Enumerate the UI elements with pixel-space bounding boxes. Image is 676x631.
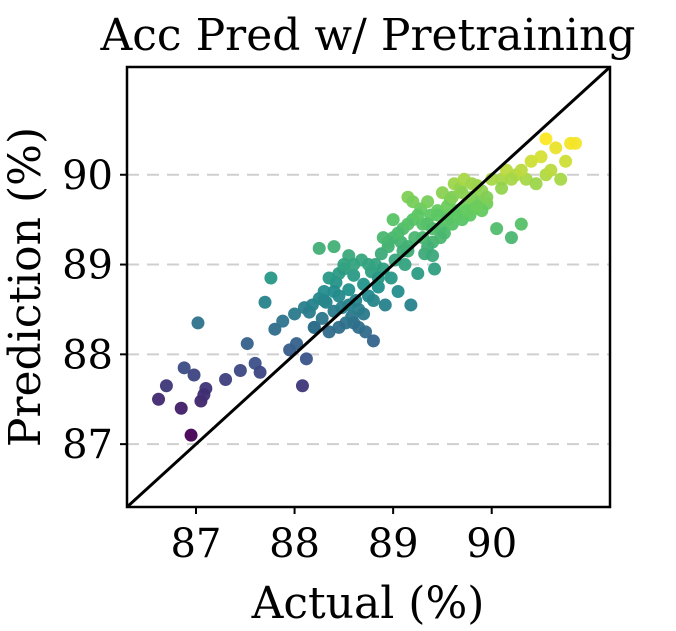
x-tick-label: 88 bbox=[269, 521, 320, 567]
x-tick-label: 87 bbox=[171, 521, 222, 567]
y-tick-label: 90 bbox=[62, 153, 113, 199]
scatter-point bbox=[312, 241, 326, 255]
scatter-point bbox=[352, 320, 366, 334]
scatter-point bbox=[299, 352, 313, 366]
scatter-point bbox=[307, 320, 321, 334]
chart-title: Acc Pred w/ Pretraining bbox=[100, 10, 636, 61]
x-tick-label: 90 bbox=[466, 521, 517, 567]
scatter-point bbox=[219, 372, 233, 386]
scatter-point bbox=[524, 154, 538, 168]
scatter-point bbox=[347, 258, 361, 272]
scatter-point bbox=[315, 311, 329, 325]
scatter-point bbox=[152, 392, 166, 406]
scatter-point bbox=[401, 217, 415, 231]
scatter-point bbox=[327, 240, 341, 254]
x-axis-ticks: 87 88 89 90 bbox=[171, 507, 517, 567]
y-axis-ticks: 87 88 89 90 bbox=[62, 153, 127, 468]
scatter-point bbox=[539, 132, 553, 146]
scatter-point bbox=[554, 172, 568, 186]
scatter-point bbox=[327, 284, 341, 298]
scatter-point bbox=[504, 231, 518, 245]
scatter-point bbox=[428, 262, 442, 276]
scatter-point bbox=[388, 253, 402, 267]
scatter-point bbox=[384, 271, 398, 285]
scatter-point bbox=[433, 231, 447, 245]
scatter-point bbox=[514, 217, 528, 231]
scatter-point bbox=[322, 325, 336, 339]
scatter-point bbox=[295, 379, 309, 393]
scatter-point bbox=[362, 258, 375, 272]
scatter-point bbox=[549, 141, 563, 155]
scatter-point bbox=[450, 208, 464, 222]
scatter-point bbox=[268, 322, 282, 336]
scatter-point bbox=[514, 163, 528, 177]
scatter-point bbox=[490, 222, 504, 236]
scatter-point bbox=[460, 204, 474, 218]
scatter-point bbox=[504, 172, 518, 186]
scatter-point bbox=[177, 361, 191, 375]
scatter-point bbox=[378, 298, 392, 312]
scatter-point bbox=[191, 316, 205, 330]
plot-frame bbox=[125, 65, 612, 509]
scatter-point bbox=[174, 401, 188, 415]
data-points bbox=[152, 132, 582, 442]
y-axis-label: Prediction (%) bbox=[0, 127, 51, 447]
scatter-point bbox=[445, 190, 459, 204]
scatter-point bbox=[258, 295, 272, 309]
identity-line bbox=[125, 65, 612, 509]
y-tick-label: 87 bbox=[62, 422, 113, 468]
scatter-point bbox=[480, 190, 494, 204]
scatter-point bbox=[366, 334, 380, 348]
x-axis-label: Actual (%) bbox=[251, 578, 485, 629]
scatter-point bbox=[366, 293, 380, 307]
scatter-point bbox=[371, 280, 385, 294]
scatter-point bbox=[421, 195, 435, 209]
scatter-point bbox=[332, 320, 346, 334]
scatter-point bbox=[534, 150, 548, 164]
scatter-point bbox=[187, 368, 201, 382]
scatter-point bbox=[347, 268, 361, 282]
scatter-point bbox=[559, 154, 573, 168]
scatter-point bbox=[184, 428, 198, 442]
scatter-point bbox=[495, 181, 509, 195]
scatter-point bbox=[426, 249, 440, 263]
scatter-point bbox=[317, 293, 331, 307]
scatter-point bbox=[290, 337, 304, 351]
scatter-point bbox=[342, 283, 356, 297]
scatter-point bbox=[376, 231, 390, 245]
scatter-point bbox=[240, 337, 254, 351]
scatter-point bbox=[406, 195, 420, 209]
scatter-point bbox=[398, 258, 412, 272]
scatter-point bbox=[253, 365, 267, 379]
scatter-point bbox=[288, 307, 302, 321]
scatter-point bbox=[317, 284, 331, 298]
scatter-point bbox=[391, 284, 405, 298]
scatter-point bbox=[529, 177, 543, 191]
scatter-point bbox=[470, 199, 484, 213]
scatter-point bbox=[411, 208, 425, 222]
scatter-point bbox=[465, 177, 479, 191]
scatter-point bbox=[569, 136, 582, 150]
scatter-point bbox=[337, 258, 351, 272]
y-tick-label: 89 bbox=[62, 243, 113, 289]
x-tick-label: 89 bbox=[368, 521, 419, 567]
scatter-point bbox=[411, 267, 425, 281]
scatter-point bbox=[391, 226, 405, 240]
scatter-point bbox=[276, 314, 290, 328]
scatter-point bbox=[357, 307, 371, 321]
y-tick-label: 88 bbox=[62, 332, 113, 378]
scatter-point bbox=[431, 208, 444, 222]
scatter-point bbox=[404, 298, 418, 312]
scatter-point bbox=[322, 271, 336, 285]
scatter-point bbox=[455, 186, 469, 200]
scatter-point bbox=[159, 379, 173, 393]
scatter-point bbox=[386, 213, 400, 227]
scatter-point bbox=[197, 388, 211, 402]
scatter-point bbox=[233, 364, 247, 378]
scatter-point bbox=[544, 163, 558, 177]
scatter-point bbox=[264, 271, 278, 285]
